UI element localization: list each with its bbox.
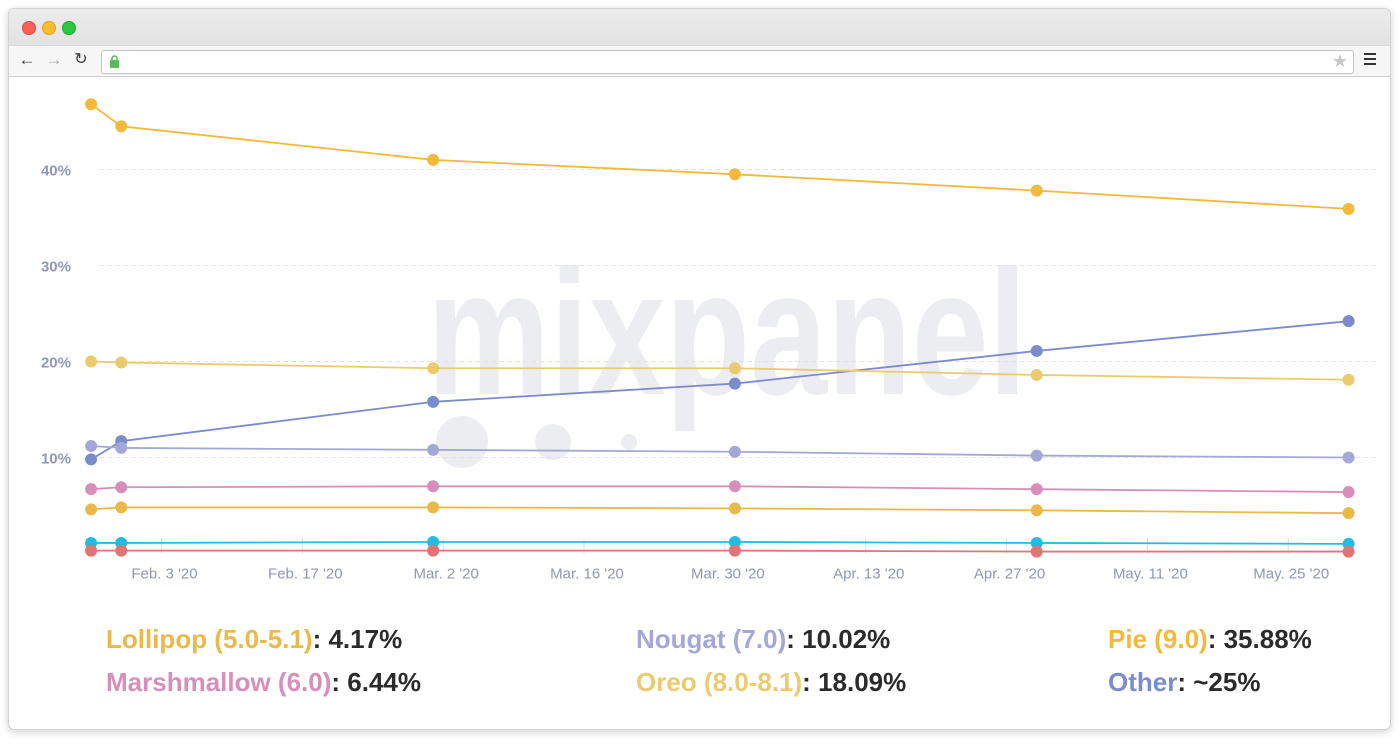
data-point xyxy=(85,544,98,557)
x-tick-label: Mar. 2 '20 xyxy=(413,566,478,583)
data-point xyxy=(427,153,440,166)
data-point xyxy=(728,535,741,548)
watermark-dot-small xyxy=(621,434,637,450)
series-line xyxy=(91,506,1349,515)
browser-toolbar: ← → ↻ ★ xyxy=(9,45,1390,77)
data-point xyxy=(1342,507,1355,520)
series-marshmallow xyxy=(85,480,1355,499)
data-point xyxy=(728,544,741,557)
watermark-dot-medium xyxy=(535,424,571,460)
data-point xyxy=(427,395,440,408)
back-arrow-icon[interactable]: ← xyxy=(18,50,36,69)
forward-arrow-icon[interactable]: → xyxy=(45,50,63,69)
lock-icon xyxy=(110,55,119,68)
data-point xyxy=(1030,536,1043,549)
data-point xyxy=(1030,545,1043,558)
series-red xyxy=(85,544,1355,558)
bookmark-star-icon[interactable]: ★ xyxy=(1331,51,1348,71)
data-point xyxy=(115,481,128,494)
series-line xyxy=(91,541,1349,545)
menu-icon[interactable] xyxy=(1364,53,1376,67)
data-point xyxy=(728,480,741,493)
series-lines xyxy=(85,98,1355,558)
data-point xyxy=(427,501,440,514)
series-line xyxy=(91,445,1349,459)
data-point xyxy=(1030,368,1043,381)
data-point xyxy=(1030,184,1043,197)
data-point xyxy=(728,362,741,375)
series-line xyxy=(91,549,1349,553)
watermark: mixpanel xyxy=(427,233,1027,432)
series-lollipop xyxy=(85,501,1355,520)
chart-area: mixpanel 10% 20% 30% 40% Feb. 3 '20 Feb. 17 … xyxy=(9,76,1390,729)
data-point xyxy=(115,441,128,454)
data-point xyxy=(85,453,98,466)
close-window-button[interactable] xyxy=(22,21,36,35)
y-tick-label: 30% xyxy=(41,259,71,276)
x-axis-ticks: Feb. 3 '20 Feb. 17 '20 Mar. 2 '20 Mar. 16 '… xyxy=(131,538,1329,583)
data-point xyxy=(728,377,741,390)
data-point xyxy=(1030,449,1043,462)
data-point xyxy=(1342,486,1355,499)
grid-lines xyxy=(99,169,1377,458)
data-point xyxy=(1342,315,1355,328)
data-point xyxy=(728,445,741,458)
x-tick-label: Feb. 17 '20 xyxy=(268,566,343,583)
data-point xyxy=(1342,545,1355,558)
data-point xyxy=(1342,202,1355,215)
address-bar[interactable]: ★ xyxy=(101,50,1354,74)
y-tick-label: 20% xyxy=(41,355,71,372)
data-point xyxy=(1030,344,1043,357)
x-tick-label: Mar. 30 '20 xyxy=(691,566,765,583)
data-point xyxy=(427,535,440,548)
data-point xyxy=(115,501,128,514)
data-point xyxy=(85,503,98,516)
data-point xyxy=(427,362,440,375)
watermark-dot-large xyxy=(436,416,488,468)
data-point xyxy=(115,544,128,557)
browser-window: ← → ↻ ★ mixpanel 10% 20% 30% 40% Feb. 3 '20… xyxy=(8,8,1391,730)
data-point xyxy=(1342,373,1355,386)
y-axis-ticks: 10% 20% 30% 40% xyxy=(41,163,71,468)
line-chart: mixpanel 10% 20% 30% 40% Feb. 3 '20 Feb. 17 … xyxy=(41,98,1377,583)
series-pie xyxy=(85,98,1355,215)
series-nougat xyxy=(85,439,1355,464)
title-bar xyxy=(9,9,1390,45)
data-point xyxy=(728,168,741,181)
data-point xyxy=(1342,451,1355,464)
data-point xyxy=(85,483,98,496)
x-tick-label: Feb. 3 '20 xyxy=(131,566,197,583)
data-point xyxy=(427,443,440,456)
y-tick-label: 10% xyxy=(41,451,71,468)
data-point xyxy=(85,355,98,368)
series-oreo xyxy=(85,355,1355,386)
data-point xyxy=(115,356,128,369)
series-line xyxy=(91,485,1349,493)
data-point xyxy=(427,480,440,493)
series-cyan xyxy=(85,535,1355,550)
data-point xyxy=(728,502,741,515)
minimize-window-button[interactable] xyxy=(42,21,56,35)
data-point xyxy=(427,544,440,557)
x-tick-label: May. 25 '20 xyxy=(1253,566,1329,583)
maximize-window-button[interactable] xyxy=(62,21,76,35)
data-point xyxy=(115,120,128,133)
reload-icon[interactable]: ↻ xyxy=(74,51,88,68)
data-point xyxy=(1030,504,1043,517)
x-tick-label: Apr. 13 '20 xyxy=(833,566,904,583)
x-tick-label: May. 11 '20 xyxy=(1113,566,1188,583)
data-point xyxy=(85,98,98,111)
series-line xyxy=(90,103,1349,210)
data-point xyxy=(1030,483,1043,496)
data-point xyxy=(85,439,98,452)
x-tick-label: Apr. 27 '20 xyxy=(974,566,1045,583)
y-tick-label: 40% xyxy=(41,163,71,180)
x-tick-label: Mar. 16 '20 xyxy=(550,566,624,583)
